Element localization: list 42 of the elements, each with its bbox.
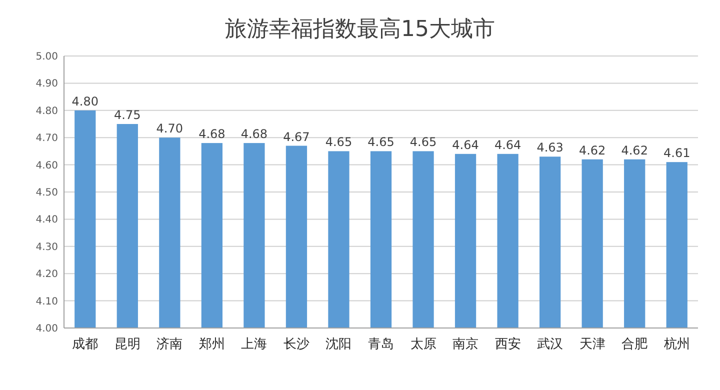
data-label: 4.80: [72, 94, 98, 108]
data-label: 4.65: [410, 135, 437, 150]
data-label: 4.64: [452, 138, 479, 152]
y-tick-label: 4.00: [36, 324, 58, 334]
chart-title: 旅游幸福指数最高15大城市: [225, 17, 495, 42]
x-tick-label: 西安: [494, 336, 521, 352]
y-tick-label: 4.80: [36, 106, 58, 117]
data-label: 4.68: [198, 127, 226, 142]
x-tick-label: 杭州: [662, 337, 690, 352]
data-label: 4.63: [536, 140, 564, 155]
x-tick-label: 沈阳: [326, 337, 352, 352]
x-tick-label: 长沙: [283, 337, 310, 352]
y-tick-label: 4.90: [36, 78, 58, 90]
data-label: 4.62: [578, 143, 606, 158]
x-tick-label: 济南: [156, 337, 183, 352]
x-tick-label: 郑州: [198, 337, 225, 352]
x-tick-label: 合肥: [622, 337, 648, 352]
x-tick-label: 南京: [452, 337, 479, 352]
y-tick-label: 4.40: [36, 214, 58, 226]
x-tick-label: 武汉: [537, 337, 564, 352]
data-label: 4.68: [240, 127, 268, 142]
y-tick-label: 4.70: [36, 133, 58, 144]
x-tick-label: 上海: [241, 337, 268, 352]
data-label: 4.67: [283, 130, 310, 144]
data-label: 4.70: [156, 122, 184, 136]
y-tick-label: 4.50: [36, 188, 58, 198]
data-label: 4.65: [325, 135, 352, 150]
y-tick-label: 4.60: [36, 160, 58, 172]
x-tick-label: 昆明: [114, 337, 140, 352]
data-label: 4.62: [621, 143, 648, 158]
y-tick-label: 4.10: [36, 296, 58, 308]
x-tick-label: 天津: [579, 337, 606, 352]
data-label: 4.65: [368, 135, 394, 150]
data-label: 4.64: [494, 138, 522, 152]
y-tick-label: 4.30: [36, 242, 58, 253]
data-label: 4.75: [114, 108, 141, 122]
y-tick-label: 5.00: [36, 52, 58, 62]
data-label: 4.61: [664, 146, 690, 160]
x-tick-label: 成都: [72, 337, 98, 352]
x-tick-label: 太原: [410, 337, 436, 352]
x-tick-label: 青岛: [368, 337, 394, 352]
y-tick-label: 4.20: [36, 269, 58, 280]
